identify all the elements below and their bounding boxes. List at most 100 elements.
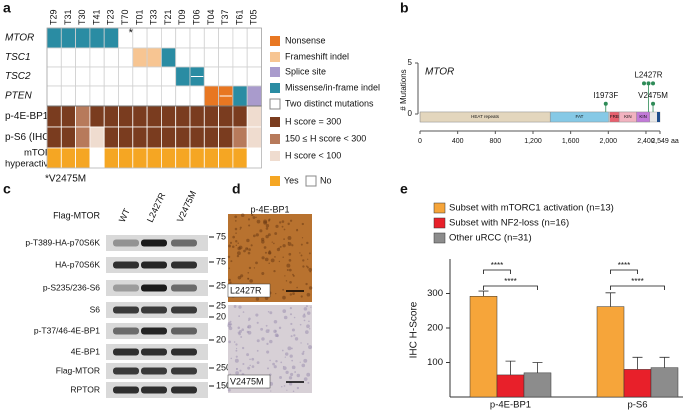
ihc-texture	[234, 215, 238, 219]
ihc-texture	[235, 347, 238, 350]
ihc-texture	[273, 319, 278, 324]
ihc-texture	[240, 336, 243, 338]
x-tick-label: 800	[489, 138, 501, 145]
grid-cell	[132, 27, 148, 49]
ihc-texture	[252, 234, 256, 238]
domain-label: KIN	[639, 114, 647, 119]
ihc-texture	[296, 286, 298, 289]
mw-label: 250	[216, 362, 231, 372]
ihc-texture	[249, 279, 253, 283]
column-label: T30	[77, 9, 87, 25]
grid-cell	[75, 47, 91, 68]
grid-cell	[46, 105, 62, 128]
mw-label: 20	[216, 311, 226, 321]
ihc-texture	[290, 347, 293, 350]
lollipop-head	[603, 101, 608, 106]
row-label: p-4E-BP1 (IHC)	[5, 111, 75, 122]
ihc-texture	[288, 252, 292, 256]
lollipop-head	[651, 81, 656, 86]
bar	[523, 372, 552, 398]
ihc-texture	[241, 328, 245, 331]
blot-row-label: S6	[90, 304, 101, 314]
ihc-texture	[263, 219, 268, 224]
grid-cell	[160, 85, 177, 107]
column-label: T29	[49, 9, 59, 25]
ihc-texture	[301, 222, 304, 226]
grid-cell	[132, 47, 148, 68]
grid-cell	[203, 85, 220, 107]
ihc-texture	[242, 311, 245, 313]
blot-band	[113, 327, 139, 335]
grid-cell	[160, 47, 177, 68]
ihc-texture	[290, 322, 293, 326]
ihc-texture	[229, 373, 231, 375]
x-tick-label: 0	[418, 138, 422, 145]
blot-band	[141, 306, 167, 314]
legend-swatch	[270, 151, 280, 161]
ihc-texture	[251, 365, 255, 368]
ihc-texture	[306, 311, 311, 315]
grid-cell	[89, 85, 105, 107]
ihc-texture	[286, 263, 291, 268]
grid-cell	[160, 126, 177, 149]
significance-label: ****	[491, 261, 503, 270]
x-tick-label: p-4E-BP1	[490, 400, 531, 411]
ihc-texture	[256, 361, 260, 365]
grid-cell	[175, 47, 191, 68]
protein-end	[657, 112, 660, 122]
grid-cell	[203, 27, 220, 49]
legend-swatch	[270, 36, 280, 46]
grid-cell	[218, 27, 234, 49]
grid-cell	[60, 126, 76, 149]
ihc-texture	[230, 357, 233, 360]
grid-cell	[89, 105, 105, 128]
blot-band	[171, 261, 197, 269]
grid-cell	[218, 47, 234, 68]
protein-domain	[550, 111, 609, 123]
ihc-texture	[281, 349, 284, 352]
ihc-texture	[288, 259, 292, 262]
ihc-texture	[275, 224, 279, 228]
ihc-texture	[238, 315, 240, 317]
grid-cell	[146, 126, 162, 149]
ihc-texture	[265, 324, 268, 327]
grid-cell	[175, 105, 191, 128]
legend-label: H score = 300	[285, 116, 341, 126]
grid-cell	[103, 147, 119, 169]
ihc-texture	[247, 277, 250, 280]
ihc-texture	[235, 371, 240, 375]
ihc-texture	[227, 388, 231, 392]
grid-cell	[246, 105, 262, 128]
grid-cell	[189, 126, 205, 149]
grid-cell	[60, 105, 76, 128]
lane-label: L2427R	[145, 191, 168, 224]
x-tick-label: 2,400	[637, 138, 655, 145]
legend-swatch	[270, 176, 280, 186]
legend-swatch	[269, 98, 281, 110]
grid-cell	[75, 126, 91, 149]
ihc-texture	[235, 343, 238, 346]
ihc-texture	[249, 364, 251, 367]
bar	[623, 369, 652, 398]
ihc-texture	[259, 229, 263, 233]
ihc-texture	[290, 372, 294, 377]
ihc-texture	[255, 313, 259, 317]
legend-label: Yes	[284, 175, 299, 185]
ihc-texture	[287, 222, 290, 226]
grid-cell	[189, 105, 205, 128]
ihc-texture	[302, 350, 305, 353]
column-label: T21	[163, 9, 173, 25]
ihc-texture	[239, 369, 242, 372]
grid-cell	[160, 105, 177, 128]
grid-cell	[118, 47, 134, 68]
grid-cell	[160, 27, 177, 49]
ihc-texture	[294, 337, 299, 341]
blot-band	[171, 348, 197, 356]
grid-cell	[175, 66, 191, 87]
grid-cell	[75, 147, 91, 169]
legend-swatch	[433, 232, 446, 244]
mw-label: 75	[216, 256, 226, 266]
grid-cell	[189, 147, 205, 169]
ihc-texture	[268, 251, 272, 255]
ihc-texture	[233, 341, 236, 343]
